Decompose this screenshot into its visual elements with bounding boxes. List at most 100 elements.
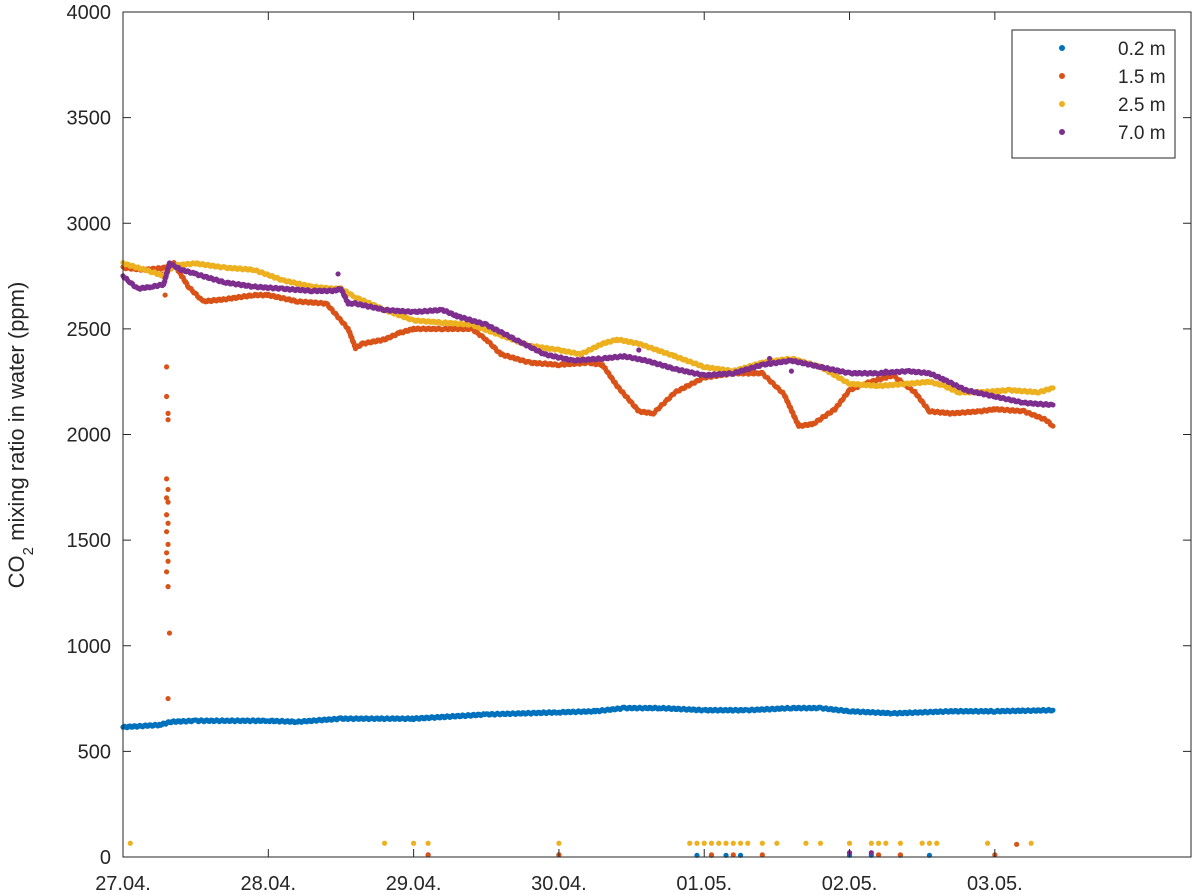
data-point <box>165 417 171 423</box>
legend-box <box>1011 29 1176 159</box>
data-point <box>788 368 795 374</box>
data-point <box>163 495 170 501</box>
y-tick-label: 2500 <box>67 319 112 341</box>
x-axis: 27.04. 28.04. 29.04. 30.04. 01.05. 02.05. 03.0… <box>95 12 1023 895</box>
data-point <box>163 476 170 482</box>
legend-label: 0.2 m <box>1118 39 1166 60</box>
data-point <box>1050 707 1056 713</box>
legend-label: 2.5 m <box>1118 95 1166 116</box>
data-point <box>1050 423 1056 429</box>
data-point <box>165 520 171 526</box>
legend-marker <box>1059 73 1065 79</box>
y-tick-label: 3000 <box>67 213 112 235</box>
data-point <box>687 840 693 846</box>
data-point <box>1014 841 1020 847</box>
data-point <box>803 840 809 846</box>
data-point <box>897 840 903 846</box>
data-point <box>165 558 171 564</box>
legend-marker <box>1059 45 1065 51</box>
legend-entry: 2.5 m <box>1059 95 1166 116</box>
data-point <box>127 840 133 846</box>
data-point <box>1050 385 1056 391</box>
legend-entry: 7.0 m <box>1059 123 1166 144</box>
data-point <box>163 529 170 535</box>
legend-marker <box>1059 101 1065 107</box>
data-point <box>984 840 991 846</box>
data-point <box>425 852 431 858</box>
y-tick-label: 3500 <box>67 108 112 130</box>
data-point <box>165 541 171 547</box>
data-point <box>163 569 170 575</box>
legend-label: 1.5 m <box>1118 67 1166 88</box>
data-point <box>919 840 925 846</box>
legend-marker <box>1059 129 1065 135</box>
y-tick-label: 0 <box>100 847 111 869</box>
data-point <box>730 852 736 858</box>
data-point <box>163 512 170 518</box>
data-point <box>774 840 780 846</box>
data-point <box>883 368 889 374</box>
data-point <box>165 584 171 590</box>
y-axis: 0 500 1000 1500 2000 2500 3000 3500 4000 <box>67 2 1191 869</box>
x-tick-label: 29.04. <box>386 873 442 895</box>
data-point <box>846 840 853 846</box>
legend-entry: 0.2 m <box>1059 39 1166 60</box>
x-tick-label: 28.04. <box>241 873 297 895</box>
data-point <box>737 840 744 846</box>
data-point <box>708 852 715 858</box>
legend: 0.2 m 1.5 m 2.5 m 7.0 m <box>1011 29 1176 159</box>
legend-entry: 1.5 m <box>1059 67 1166 88</box>
data-point <box>875 840 882 846</box>
data-point <box>883 840 889 846</box>
y-tick-label: 500 <box>78 741 111 763</box>
data-point <box>730 840 736 846</box>
data-point <box>165 499 171 505</box>
x-tick-label: 27.04. <box>95 873 151 895</box>
y-axis-label: CO2 mixing ratio in water (ppm) <box>4 282 37 589</box>
data-point <box>723 840 729 846</box>
data-point <box>1050 402 1056 408</box>
data-point <box>934 840 940 846</box>
data-point <box>165 695 171 702</box>
y-tick-label: 2000 <box>67 425 112 447</box>
x-tick-label: 02.05. <box>822 873 878 895</box>
series-layer <box>120 260 1056 858</box>
data-point <box>163 393 170 400</box>
series-2-5-m <box>120 260 1056 846</box>
data-point <box>636 347 642 353</box>
data-point <box>868 840 874 846</box>
data-point <box>381 840 388 846</box>
data-point <box>165 486 171 493</box>
data-point <box>335 271 341 277</box>
data-point <box>817 840 824 846</box>
x-tick-label: 30.04. <box>531 873 587 895</box>
y-tick-label: 1500 <box>67 530 112 552</box>
x-tick-label: 03.05. <box>967 873 1023 895</box>
data-point <box>166 630 173 636</box>
legend-items: 0.2 m 1.5 m 2.5 m 7.0 m <box>1059 39 1166 144</box>
y-tick-label: 4000 <box>67 2 112 24</box>
data-point <box>716 840 722 846</box>
x-tick-label: 01.05. <box>676 873 732 895</box>
series-7-0-m <box>120 260 1056 856</box>
legend-label: 7.0 m <box>1118 123 1166 144</box>
data-point <box>708 840 715 846</box>
data-point <box>759 852 765 858</box>
series-0-2-m <box>120 704 1056 858</box>
data-point <box>1028 840 1034 846</box>
data-point <box>165 410 171 416</box>
data-point <box>694 840 700 846</box>
data-point <box>411 840 417 846</box>
data-point <box>701 840 707 846</box>
data-point <box>897 852 903 858</box>
data-point <box>163 364 170 370</box>
data-point <box>163 550 170 556</box>
data-point <box>875 852 882 858</box>
data-point <box>767 355 773 362</box>
data-point <box>162 292 168 298</box>
data-point <box>926 840 933 846</box>
data-point <box>556 840 562 846</box>
data-point <box>745 840 751 846</box>
data-point <box>425 840 431 846</box>
